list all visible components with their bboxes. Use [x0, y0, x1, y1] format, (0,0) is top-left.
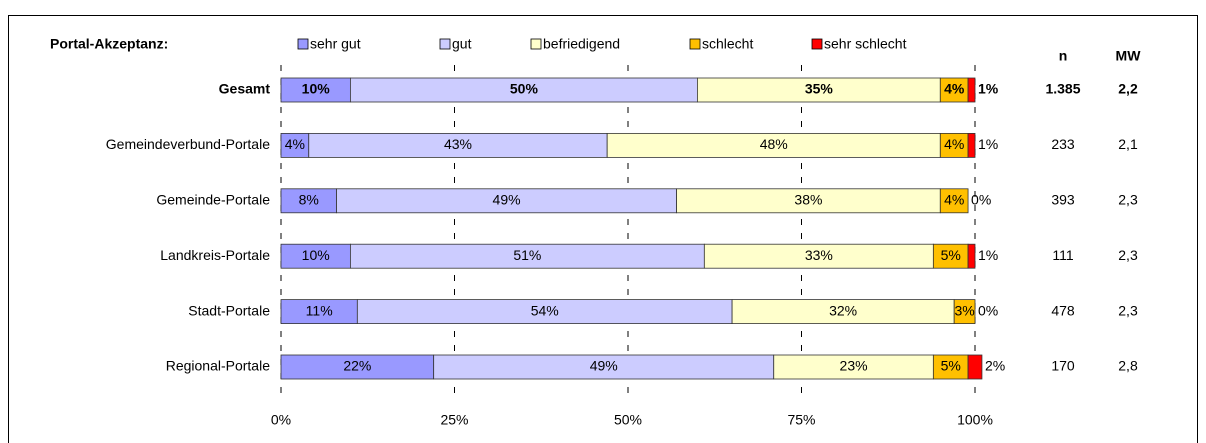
bar-segment — [336, 188, 677, 214]
legend-swatch — [439, 38, 451, 50]
bar-segment — [676, 188, 941, 214]
data-label: 1% — [978, 81, 999, 97]
bar-segment — [280, 188, 337, 214]
chart-title: Portal-Akzeptanz: — [50, 36, 168, 52]
bar-segment — [349, 243, 705, 269]
data-label: 23% — [840, 358, 868, 374]
data-label: 0% — [971, 192, 991, 208]
data-label: 10% — [302, 247, 330, 263]
column-header: n — [1059, 48, 1068, 64]
data-label: 38% — [794, 192, 822, 208]
y-tick-label: Gemeindeverbund-Portale — [106, 136, 270, 152]
data-label: 49% — [493, 192, 521, 208]
column-value: 233 — [1051, 136, 1075, 152]
data-label: 51% — [513, 247, 541, 263]
bar-segment — [280, 299, 358, 325]
bar-segment — [953, 299, 976, 325]
bar-segment — [280, 354, 435, 380]
x-tick-label: 25% — [440, 412, 468, 428]
data-label: 1% — [978, 136, 998, 152]
y-tick-label: Gesamt — [219, 81, 271, 97]
data-label: 48% — [760, 136, 788, 152]
data-label: 4% — [285, 136, 305, 152]
bar-segment — [967, 132, 976, 158]
legend-label: gut — [452, 36, 472, 52]
data-label: 35% — [805, 81, 834, 97]
legend-label: sehr schlecht — [824, 36, 907, 52]
y-tick-label: Landkreis-Portale — [160, 247, 270, 263]
bar-segment — [967, 354, 983, 380]
column-value: 478 — [1051, 302, 1075, 318]
data-label: 5% — [941, 247, 961, 263]
x-tick-label: 50% — [614, 412, 642, 428]
bar-segment — [773, 354, 934, 380]
legend-label: befriedigend — [543, 36, 620, 52]
bar-segment — [280, 243, 351, 269]
column-value: 2,2 — [1118, 81, 1138, 97]
data-label: 3% — [954, 302, 974, 318]
bar-segment — [433, 354, 775, 380]
data-label: 2% — [985, 358, 1005, 374]
data-label: 54% — [531, 302, 559, 318]
legend-swatch — [811, 38, 823, 50]
data-label: 0% — [978, 302, 998, 318]
data-label: 5% — [941, 358, 961, 374]
column-value: 2,3 — [1118, 192, 1138, 208]
column-value: 393 — [1051, 192, 1075, 208]
frame — [8, 15, 1198, 443]
data-label: 4% — [944, 81, 965, 97]
y-tick-label: Stadt-Portale — [188, 302, 270, 318]
bar-segment — [697, 77, 941, 103]
data-label: 11% — [306, 302, 333, 318]
bar-segment — [932, 243, 969, 269]
bar-segment — [967, 77, 976, 103]
x-tick-label: 0% — [271, 412, 291, 428]
column-value: 2,3 — [1118, 247, 1138, 263]
y-tick-label: Gemeinde-Portale — [156, 192, 270, 208]
data-label: 50% — [510, 81, 539, 97]
column-header: MW — [1116, 48, 1142, 64]
data-label: 8% — [299, 192, 319, 208]
x-tick-label: 75% — [787, 412, 815, 428]
column-value: 2,3 — [1118, 302, 1138, 318]
data-label: 43% — [444, 136, 472, 152]
y-tick-label: Regional-Portale — [166, 358, 270, 374]
column-value: 2,8 — [1118, 358, 1138, 374]
data-label: 4% — [944, 192, 964, 208]
bar-segment — [939, 188, 969, 214]
legend-label: schlecht — [702, 36, 753, 52]
data-label: 49% — [590, 358, 618, 374]
data-label: 10% — [302, 81, 331, 97]
data-label: 32% — [829, 302, 857, 318]
bar-segment — [731, 299, 955, 325]
legend-swatch — [530, 38, 542, 50]
x-tick-label: 100% — [957, 412, 993, 428]
bar-segment — [349, 77, 698, 103]
column-value: 1.385 — [1045, 81, 1080, 97]
data-label: 4% — [944, 136, 964, 152]
column-value: 2,1 — [1118, 136, 1138, 152]
legend-swatch — [689, 38, 701, 50]
legend-swatch — [297, 38, 309, 50]
legend-label: sehr gut — [310, 36, 361, 52]
column-value: 170 — [1051, 358, 1075, 374]
bar-segment — [967, 243, 976, 269]
bar-segment — [703, 243, 934, 269]
data-label: 1% — [978, 247, 998, 263]
column-value: 111 — [1052, 247, 1073, 263]
data-label: 33% — [805, 247, 833, 263]
data-label: 22% — [343, 358, 371, 374]
bar-segment — [308, 132, 608, 158]
bar-segment — [356, 299, 733, 325]
